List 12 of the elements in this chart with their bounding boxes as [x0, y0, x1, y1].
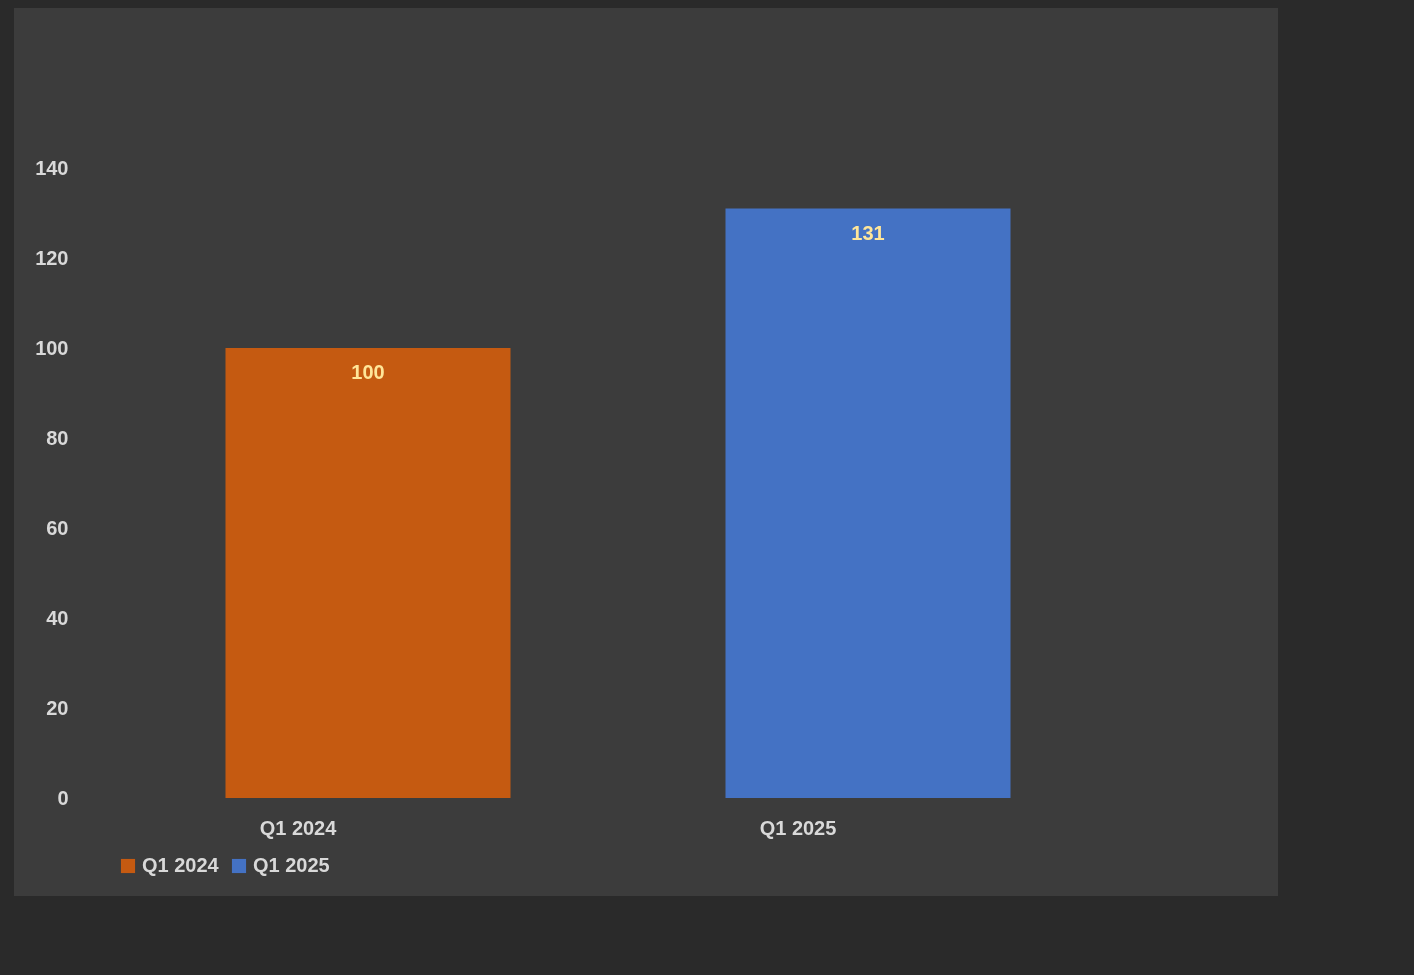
y-tick-label: 80	[46, 426, 69, 449]
y-tick-label: 60	[46, 516, 69, 539]
data-label: 100	[351, 361, 385, 383]
legend-label: Q1 2024	[142, 854, 220, 876]
y-tick-label: 120	[35, 246, 69, 269]
data-label: 131	[851, 221, 885, 244]
y-tick-label: 40	[46, 606, 69, 629]
y-tick-label: 140	[35, 156, 69, 179]
y-tick-label: 100	[35, 336, 69, 359]
legend-label: Q1 2025	[253, 854, 330, 876]
y-tick-label: 0	[57, 786, 69, 809]
y-tick-label: 20	[46, 696, 69, 719]
